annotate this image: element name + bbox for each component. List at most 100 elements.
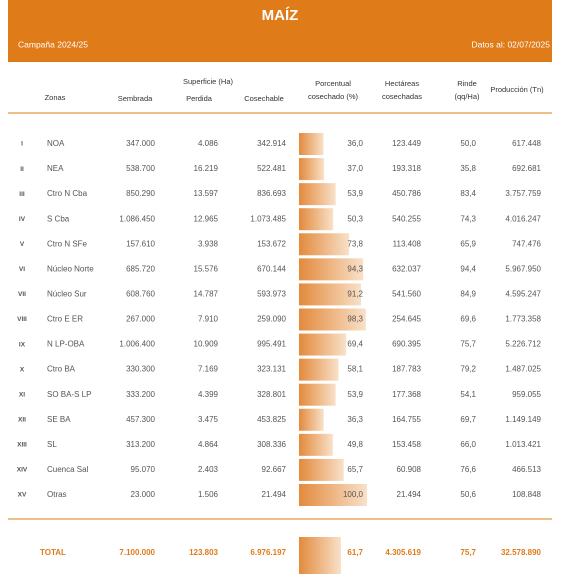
column-header: Cosechable [244,94,284,103]
pct-bar [299,308,366,331]
total-label: TOTAL [40,548,66,557]
cell: 69,6 [460,315,476,324]
cell: V [20,241,25,248]
cell: XII [18,416,26,423]
cell: 608.760 [126,290,155,299]
cell: 5.967.950 [505,264,541,273]
cell: 21.494 [262,490,287,499]
cell: Ctro N Cba [47,189,88,198]
cell: SL [47,440,57,449]
pct-label: 53,9 [347,189,363,198]
column-header: Sembrada [118,94,153,103]
pct-label: 69,4 [347,340,363,349]
cell: 1.073.485 [250,214,286,223]
cell: 84,9 [460,290,476,299]
cell: 187.783 [392,365,421,374]
cell: 308.336 [257,440,286,449]
cell: 330.300 [126,365,155,374]
cell: N LP-OBA [47,340,85,349]
pct-bar [299,208,334,231]
cell: 323.131 [257,365,286,374]
cell: 347.000 [126,139,155,148]
cell: 157.610 [126,239,155,248]
cell: Ctro BA [47,365,76,374]
cell: 153.458 [392,440,421,449]
pct-label: 91,2 [347,290,363,299]
cell: 4.305.619 [385,548,421,557]
cell: 35,8 [460,164,476,173]
column-header: Zonas [45,93,66,102]
cell: 21.494 [397,490,422,499]
cell: 453.825 [257,415,286,424]
group-header: Superficie (Ha) [183,77,234,86]
cell: 74,3 [460,214,476,223]
cell: 4.399 [198,390,219,399]
cell: 850.290 [126,189,155,198]
pct-bar [299,358,339,381]
column-header: Producción (Tn) [490,85,544,94]
pct-bar [299,408,324,431]
cell: 5.226.712 [505,340,541,349]
cell: 254.645 [392,315,421,324]
cell: 7.910 [198,315,219,324]
pct-bar [299,233,350,256]
cell: Núcleo Norte [47,264,94,273]
cell: Otras [47,490,67,499]
cell: 50,0 [460,139,476,148]
cell: S Cba [47,214,70,223]
cell: 333.200 [126,390,155,399]
cell: 2.403 [198,465,219,474]
cell: 95.070 [131,465,156,474]
cell: NEA [47,164,64,173]
title: MAÍZ [262,7,299,24]
cell: 959.055 [512,390,541,399]
pct-label: 50,3 [347,214,363,223]
cell: Cuenca Sal [47,465,89,474]
cell: 1.013.421 [505,440,541,449]
pct-label: 37,0 [347,164,363,173]
cell: 747.476 [512,239,541,248]
date: Datos al: 02/07/2025 [472,39,551,49]
cell: 670.144 [257,264,286,273]
cell: 4.864 [198,440,219,449]
cell: 79,2 [460,365,476,374]
cell: 66,0 [460,440,476,449]
cell: 450.786 [392,189,421,198]
cell: 466.513 [512,465,541,474]
cell: 692.681 [512,164,541,173]
pct-label: 58,1 [347,365,363,374]
cell: 3.938 [198,239,219,248]
cell: VIII [17,316,27,323]
pct-bar [299,283,362,306]
cell: 113.408 [393,239,422,248]
cell: 10.909 [194,340,219,349]
cell: 16.219 [194,164,219,173]
cell: III [19,191,25,198]
cell: 193.318 [392,164,421,173]
pct-bar [299,183,336,206]
column-header: Rinde [457,79,477,88]
cell: 12.965 [194,214,219,223]
cell: 50,6 [460,490,476,499]
cell: 75,7 [460,548,476,557]
pct-label: 65,7 [347,465,363,474]
cell: IV [19,216,26,223]
cell: 267.000 [126,315,155,324]
pct-label: 61,7 [347,548,363,557]
cell: 3.757.759 [505,189,541,198]
pct-bar [299,537,341,574]
pct-bar [299,483,367,506]
cell: 164.755 [392,415,421,424]
cell: 23.000 [131,490,156,499]
cell: 94,4 [460,264,476,273]
pct-bar [299,383,336,406]
pct-bar [299,158,325,181]
cell: 153.672 [257,239,286,248]
cell: 83,4 [460,189,476,198]
pct-bar [299,458,344,481]
pct-label: 73,8 [347,239,363,248]
column-header: Hectáreas [385,79,419,88]
column-header: cosechadas [382,92,422,101]
cell: XIII [17,442,27,449]
cell: 14.787 [194,290,219,299]
